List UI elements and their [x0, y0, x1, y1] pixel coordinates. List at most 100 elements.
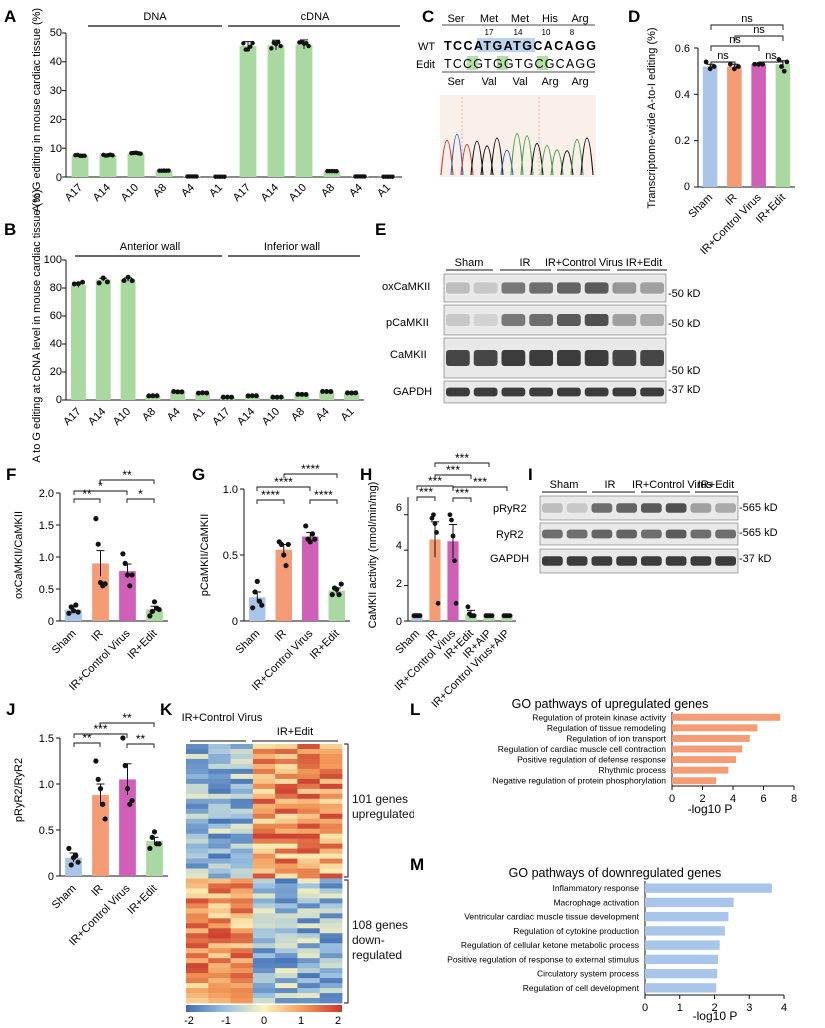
blot-band: [473, 350, 498, 366]
data-point: [73, 602, 79, 608]
data-point: [295, 391, 301, 397]
heatmap-cell: [230, 803, 254, 810]
heatmap-cell: [230, 908, 254, 914]
data-point: [125, 274, 131, 280]
heatmap-cell: [186, 798, 209, 805]
data-point: [71, 281, 77, 287]
panel-d-ytick: 0.4: [675, 89, 690, 101]
heatmap-cell: [208, 803, 231, 810]
panel-d-ns: ns: [765, 50, 777, 62]
heatmap-cell: [208, 838, 231, 845]
data-point: [784, 59, 790, 65]
heatmap-cell: [319, 783, 343, 790]
heatmap-cell: [252, 798, 276, 805]
bar: [775, 64, 791, 187]
panel-c-num: 10: [542, 28, 551, 37]
bar: [65, 609, 82, 621]
heatmap-cell: [275, 788, 298, 795]
blot-band: [542, 556, 563, 566]
blot-band: [641, 529, 662, 539]
heatmap-cell: [319, 763, 343, 770]
heatmap-cell: [319, 918, 343, 924]
data-point: [336, 592, 342, 598]
heatmap-cell: [208, 778, 231, 785]
panel-a-yticks: 0 10 20 30 40 50: [50, 27, 62, 184]
heatmap-cell: [297, 878, 321, 884]
heatmap-cell: [208, 953, 231, 959]
x-tick-label: Sham: [686, 192, 715, 221]
data-point: [75, 281, 81, 287]
heatmap-cell: [275, 773, 298, 780]
bar: [95, 279, 111, 400]
x-tick-label: 0: [669, 793, 675, 805]
heatmap-cell: [252, 788, 276, 795]
data-point: [259, 602, 265, 608]
panel-l-xlabel: -log10 P: [688, 802, 733, 816]
heatmap-cell: [275, 998, 298, 1004]
data-point: [171, 389, 177, 395]
data-point: [453, 600, 459, 606]
heatmap-cell: [319, 848, 343, 854]
panel-k-up-bracket: [344, 743, 349, 878]
heatmap-cell: [319, 958, 343, 964]
heatmap-cell: [230, 744, 254, 750]
heatmap-cell: [319, 873, 343, 879]
heatmap-cell: [252, 903, 276, 909]
trace-peak: [540, 144, 554, 176]
x-tick-label: 2: [711, 1002, 717, 1014]
heatmap-cell: [252, 983, 276, 989]
panel-d-ns: ns: [717, 50, 729, 62]
heatmap-cell: [230, 998, 254, 1004]
heatmap-cell: [275, 818, 298, 825]
significance-bracket: [99, 479, 155, 484]
heatmap-cell: [208, 793, 231, 800]
bar: [645, 911, 729, 922]
heatmap-cell: [252, 993, 276, 999]
heatmap-cell: [252, 828, 276, 835]
data-point: [274, 394, 280, 400]
x-tick-label: IR+Edit: [125, 883, 159, 917]
x-tick-label: 6: [760, 793, 766, 805]
heatmap-cell: [252, 928, 276, 934]
heatmap-cell: [186, 913, 209, 919]
data-point: [329, 592, 335, 598]
panel-h-yticks: 0 2 4 6: [396, 502, 402, 628]
panel-k-down-bracket: [344, 879, 349, 1004]
blot-band: [501, 314, 526, 326]
x-tick-label: 0: [642, 1002, 648, 1014]
significance-bracket: [99, 722, 155, 727]
heatmap-cell: [186, 848, 209, 854]
heatmap-cell: [208, 798, 231, 805]
heatmap-cell: [252, 744, 276, 750]
heatmap-cell: [297, 848, 321, 854]
heatmap-cell: [252, 868, 276, 874]
heatmap-cell: [230, 913, 254, 919]
heatmap-cell: [208, 768, 231, 775]
heatmap-cell: [208, 868, 231, 874]
heatmap-cell: [275, 993, 298, 999]
data-point: [166, 168, 171, 173]
heatmap-cell: [297, 908, 321, 914]
panel-b-ytick: 100: [44, 254, 62, 266]
category-label: Regulation of tissue remodeling: [547, 723, 666, 733]
heatmap-cell: [186, 903, 209, 909]
heatmap-cell: [319, 908, 343, 914]
heatmap-cell: [186, 953, 209, 959]
heatmap-cell: [319, 788, 343, 795]
blot-band: [446, 314, 470, 326]
x-tick-label: A17: [63, 182, 85, 204]
panel-f-ytick: 0.5: [39, 584, 54, 596]
heatmap-cell: [297, 753, 321, 760]
data-point: [82, 153, 87, 158]
heatmap-cell: [252, 863, 276, 869]
data-point: [66, 610, 72, 616]
heatmap-cell: [275, 918, 298, 924]
x-tick-label: A4: [179, 182, 197, 200]
panel-g-yticks: 0 0.5 1.0: [223, 484, 238, 628]
panel-j-ytick: 0.5: [39, 825, 54, 837]
heatmap-cell: [319, 868, 343, 874]
heatmap-cell: [208, 938, 231, 944]
heatmap-cell: [230, 793, 254, 800]
heatmap-cell: [186, 948, 209, 954]
heatmap-cell: [252, 978, 276, 984]
